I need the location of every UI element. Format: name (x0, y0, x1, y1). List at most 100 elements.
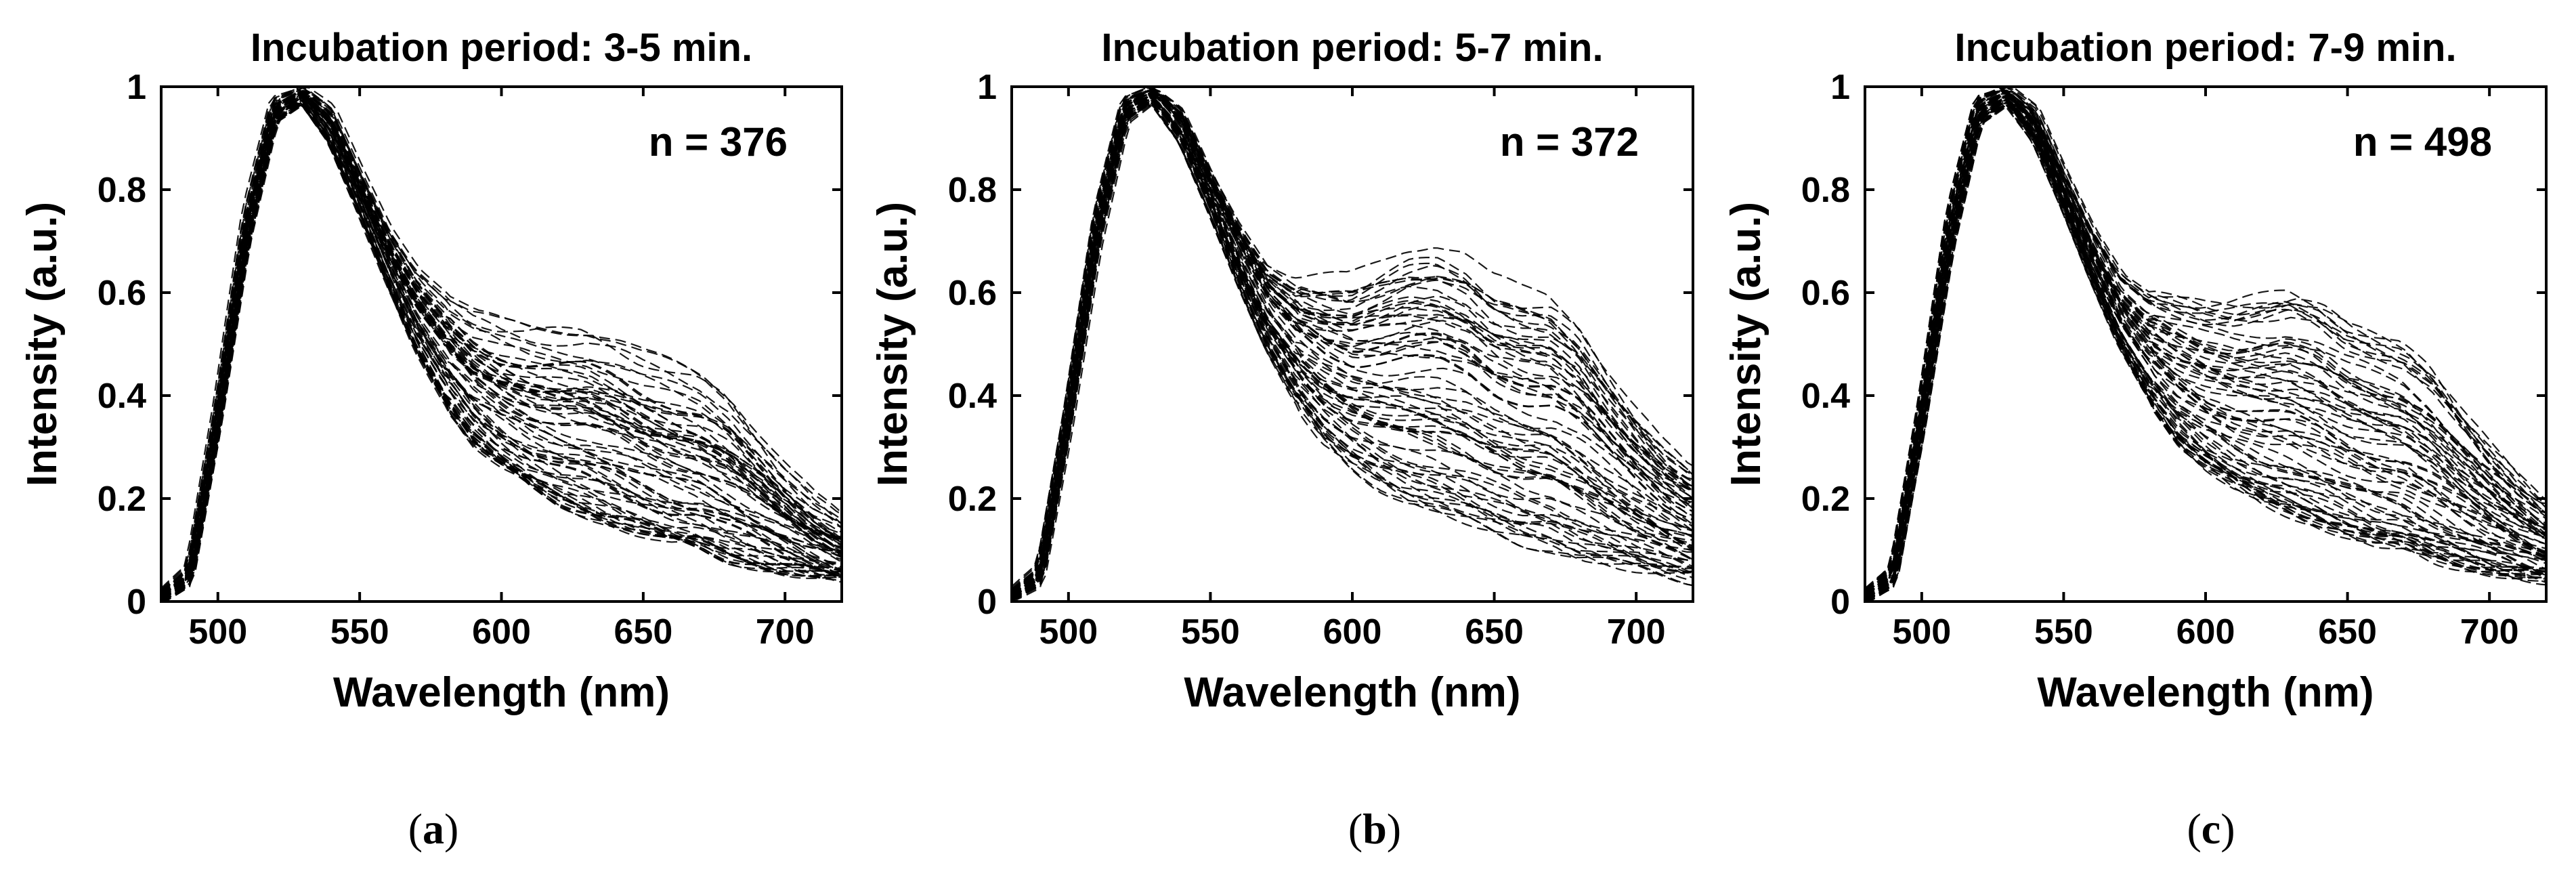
y-tick-label: 1 (977, 68, 997, 107)
spectrum-line (1012, 98, 1693, 599)
subfigure-letter: c (2202, 805, 2220, 853)
spectra-group (1012, 87, 1693, 602)
x-tick-label: 500 (188, 612, 247, 652)
x-tick-label: 600 (2176, 612, 2235, 652)
x-tick-label: 650 (2318, 612, 2377, 652)
spectrum-line (162, 103, 842, 602)
spectrum-line (1012, 95, 1693, 599)
spectrum-line (1865, 102, 2546, 599)
y-tick-label: 0 (127, 583, 146, 622)
spectrum-line (161, 99, 842, 599)
spectrum-line (1012, 94, 1693, 598)
spectrum-line (1865, 89, 2546, 591)
panel-title: Incubation period: 7-9 min. (1954, 26, 2456, 70)
y-tick-label: 0.2 (1801, 480, 1850, 519)
spectrum-line (1012, 99, 1693, 599)
spectrum-line (1012, 87, 1693, 587)
y-tick-label: 0 (977, 583, 997, 622)
spectrum-line (1012, 91, 1693, 595)
spectrum-line (1865, 101, 2546, 600)
spectrum-line (1865, 98, 2546, 599)
spectrum-line (1865, 87, 2546, 591)
spectrum-line (1012, 87, 1693, 592)
x-tick-label: 650 (1465, 612, 1524, 652)
x-tick-label: 600 (472, 612, 531, 652)
spectrum-line (161, 96, 842, 597)
spectra-group (161, 87, 842, 602)
spectrum-line (1865, 95, 2546, 597)
spectrum-line (161, 92, 842, 596)
y-tick-label: 0.4 (98, 377, 146, 416)
spectrum-line (1012, 100, 1693, 599)
spectrum-line (161, 91, 842, 596)
spectrum-line (161, 97, 842, 595)
spectrum-line (161, 102, 842, 601)
spectrum-line (1865, 99, 2546, 602)
spectrum-line (1012, 100, 1693, 601)
spectrum-line (1865, 87, 2546, 592)
subfigure-paren-close: ) (2220, 805, 2235, 853)
x-tick-label: 700 (2460, 612, 2519, 652)
x-axis-label: Wavelength (nm) (1184, 669, 1520, 716)
y-tick-label: 0.6 (98, 274, 146, 313)
spectrum-line (161, 89, 842, 593)
spectrum-line (1012, 101, 1693, 601)
spectrum-line (1012, 96, 1693, 596)
x-tick-label: 550 (1181, 612, 1240, 652)
panel-title: Incubation period: 5-7 min. (1101, 26, 1603, 70)
spectrum-line (1865, 95, 2546, 598)
spectrum-line (1012, 98, 1693, 600)
spectrum-line (1865, 100, 2546, 600)
y-tick-label: 0.4 (1801, 377, 1850, 416)
subfigure-paren-open: ( (408, 805, 423, 853)
spectrum-line (161, 98, 842, 602)
subfigure-paren-close: ) (1387, 805, 1401, 853)
spectrum-line (161, 93, 842, 597)
x-tick-label: 550 (330, 612, 389, 652)
spectrum-line (1865, 96, 2546, 598)
spectrum-line (1865, 104, 2546, 602)
subfigure-label: (a) (408, 805, 459, 853)
spectrum-line (1865, 98, 2546, 601)
spectrum-line (161, 91, 842, 595)
spectrum-line (161, 104, 842, 602)
sample-count-label: n = 498 (2353, 119, 2492, 165)
spectrum-line (1865, 89, 2546, 593)
y-tick-label: 0 (1830, 583, 1850, 622)
spectrum-line (1865, 98, 2546, 598)
subfigure-paren-open: ( (1348, 805, 1362, 853)
y-tick-label: 0.8 (1801, 171, 1850, 210)
spectrum-line (161, 94, 842, 596)
sample-count-label: n = 372 (1500, 119, 1639, 165)
x-tick-label: 700 (1607, 612, 1666, 652)
x-tick-label: 600 (1323, 612, 1382, 652)
subfigure-letter: b (1362, 805, 1387, 853)
spectrum-line (1865, 96, 2546, 596)
spectrum-line (161, 96, 842, 598)
spectrum-line (1865, 98, 2546, 601)
y-axis-label: Intensity (a.u.) (870, 202, 916, 486)
y-tick-label: 1 (127, 68, 146, 107)
subfigure-paren-close: ) (444, 805, 458, 853)
subfigure-label: (b) (1348, 805, 1401, 853)
x-tick-label: 700 (756, 612, 815, 652)
spectrum-line (1865, 105, 2546, 602)
spectrum-line (1012, 103, 1693, 600)
spectra-group (1865, 87, 2546, 602)
spectrum-line (1865, 100, 2546, 602)
x-tick-label: 500 (1892, 612, 1951, 652)
y-axis-label: Intensity (a.u.) (1723, 202, 1769, 486)
spectrum-line (1012, 93, 1693, 595)
spectrum-line (161, 93, 842, 597)
spectrum-line (161, 87, 842, 589)
spectrum-line (1865, 102, 2546, 602)
x-tick-label: 500 (1039, 612, 1098, 652)
spectrum-line (1012, 99, 1693, 597)
subfigure-letter: a (423, 805, 444, 853)
spectrum-line (1865, 100, 2546, 597)
spectrum-line (161, 104, 842, 601)
spectrum-line (1865, 99, 2546, 600)
panel-b: 500 550 600 650 700 0 0.2 0.4 0.6 0.8 1 Incubation … (870, 26, 1694, 853)
y-tick-label: 0.2 (98, 480, 146, 519)
y-tick-label: 0.2 (948, 480, 997, 519)
